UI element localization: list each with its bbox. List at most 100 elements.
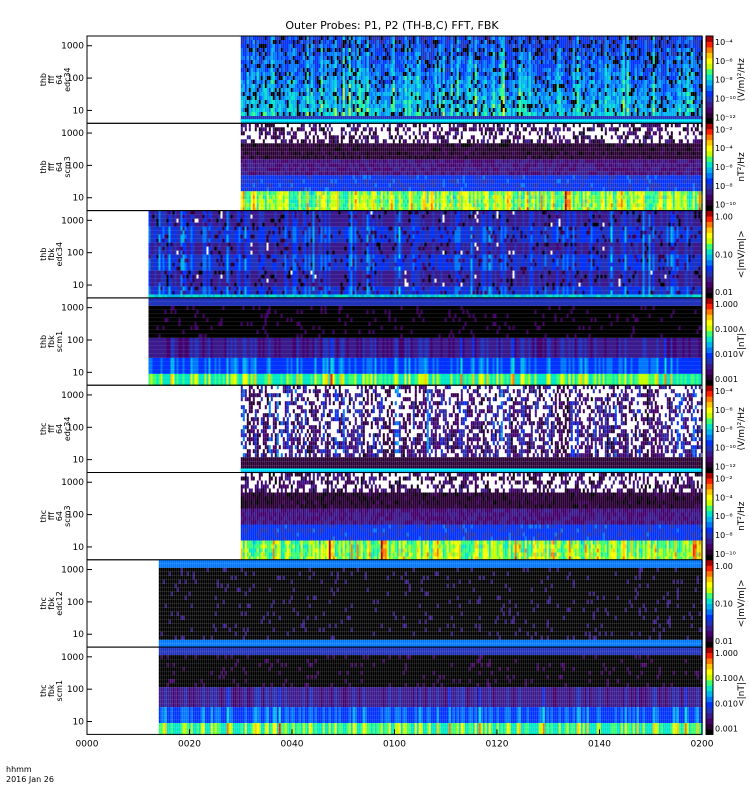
heatmap-cell bbox=[263, 64, 265, 68]
heatmap-cell bbox=[325, 108, 327, 112]
heatmap-cell bbox=[347, 80, 349, 84]
heatmap-cell bbox=[301, 100, 303, 104]
heatmap-cell bbox=[353, 92, 355, 96]
heatmap-cell bbox=[255, 68, 257, 72]
heatmap-cell bbox=[251, 92, 253, 96]
heatmap-cell bbox=[339, 108, 341, 112]
heatmap-cell bbox=[327, 108, 329, 112]
heatmap-cell bbox=[255, 104, 257, 108]
heatmap-cell bbox=[297, 104, 299, 108]
heatmap-cell bbox=[327, 76, 329, 80]
heatmap-cell bbox=[307, 40, 309, 44]
heatmap-cell bbox=[259, 36, 261, 40]
heatmap-cell bbox=[327, 48, 329, 52]
heatmap-cell bbox=[273, 96, 275, 100]
heatmap-cell bbox=[313, 80, 315, 84]
heatmap-cell bbox=[353, 84, 355, 88]
heatmap-cell bbox=[363, 96, 365, 100]
heatmap-cell bbox=[305, 80, 307, 84]
heatmap-cell bbox=[335, 72, 337, 76]
heatmap-cell bbox=[335, 112, 337, 116]
heatmap-cell bbox=[355, 72, 357, 76]
heatmap-cell bbox=[313, 48, 315, 52]
heatmap-cell bbox=[263, 40, 265, 44]
heatmap-cell bbox=[315, 112, 317, 116]
heatmap-cell bbox=[335, 44, 337, 48]
heatmap-cell bbox=[245, 44, 247, 48]
heatmap-cell bbox=[367, 100, 369, 104]
heatmap-cell bbox=[275, 100, 277, 104]
heatmap-cell bbox=[351, 36, 353, 40]
heatmap-cell bbox=[277, 104, 279, 108]
heatmap-cell bbox=[305, 56, 307, 60]
heatmap-cell bbox=[255, 84, 257, 88]
heatmap-cell bbox=[259, 72, 261, 76]
heatmap-cell bbox=[291, 56, 293, 60]
heatmap-cell bbox=[243, 100, 245, 104]
heatmap-cell bbox=[331, 76, 333, 80]
heatmap-cell bbox=[265, 108, 267, 112]
heatmap-cell bbox=[317, 92, 319, 96]
heatmap-cell bbox=[313, 96, 315, 100]
heatmap-cell bbox=[327, 72, 329, 76]
heatmap-cell bbox=[367, 52, 369, 56]
heatmap-cell bbox=[273, 44, 275, 48]
heatmap-cell bbox=[285, 72, 287, 76]
heatmap-cell bbox=[241, 72, 243, 76]
heatmap-cell bbox=[279, 100, 281, 104]
heatmap-cell bbox=[365, 96, 367, 100]
heatmap-cell bbox=[271, 56, 273, 60]
heatmap-cell bbox=[319, 60, 321, 64]
heatmap-cell bbox=[317, 104, 319, 108]
heatmap-cell bbox=[291, 108, 293, 112]
heatmap-cell bbox=[297, 76, 299, 80]
heatmap-cell bbox=[307, 36, 309, 40]
heatmap-cell bbox=[247, 96, 249, 100]
heatmap-cell bbox=[251, 44, 253, 48]
heatmap-cell bbox=[355, 104, 357, 108]
heatmap-cell bbox=[273, 36, 275, 40]
heatmap-cell bbox=[289, 44, 291, 48]
heatmap-cell bbox=[275, 104, 277, 108]
heatmap-cell bbox=[297, 64, 299, 68]
heatmap-cell bbox=[263, 76, 265, 80]
heatmap-cell bbox=[271, 112, 273, 116]
heatmap-cell bbox=[291, 72, 293, 76]
heatmap-cell bbox=[319, 36, 321, 40]
heatmap-cell bbox=[347, 100, 349, 104]
heatmap-cell bbox=[287, 44, 289, 48]
heatmap-cell bbox=[361, 72, 363, 76]
heatmap-cell bbox=[261, 112, 263, 116]
heatmap-cell bbox=[359, 88, 361, 92]
heatmap-cell bbox=[371, 76, 373, 80]
heatmap-cell bbox=[339, 40, 341, 44]
heatmap-cell bbox=[257, 92, 259, 96]
heatmap-cell bbox=[315, 84, 317, 88]
heatmap-cell bbox=[363, 76, 365, 80]
heatmap-cell bbox=[337, 40, 339, 44]
heatmap-cell bbox=[303, 40, 305, 44]
heatmap-cell bbox=[331, 104, 333, 108]
heatmap-cell bbox=[253, 84, 255, 88]
heatmap-cell bbox=[255, 88, 257, 92]
heatmap-cell bbox=[265, 96, 267, 100]
heatmap-cell bbox=[261, 48, 263, 52]
heatmap-cell bbox=[311, 108, 313, 112]
heatmap-cell bbox=[335, 40, 337, 44]
heatmap-cell bbox=[347, 92, 349, 96]
heatmap-cell bbox=[289, 96, 291, 100]
heatmap-cell bbox=[293, 36, 295, 40]
heatmap-cell bbox=[333, 68, 335, 72]
heatmap-cell bbox=[281, 48, 283, 52]
heatmap-cell bbox=[241, 40, 243, 44]
heatmap-cell bbox=[309, 96, 311, 100]
heatmap-cell bbox=[297, 36, 299, 40]
heatmap-cell bbox=[241, 36, 243, 40]
heatmap-cell bbox=[365, 80, 367, 84]
heatmap-cell bbox=[319, 84, 321, 88]
heatmap-cell bbox=[257, 112, 259, 116]
heatmap-cell bbox=[265, 88, 267, 92]
heatmap-cell bbox=[349, 44, 351, 48]
heatmap-cell bbox=[367, 88, 369, 92]
heatmap-cell bbox=[259, 60, 261, 64]
